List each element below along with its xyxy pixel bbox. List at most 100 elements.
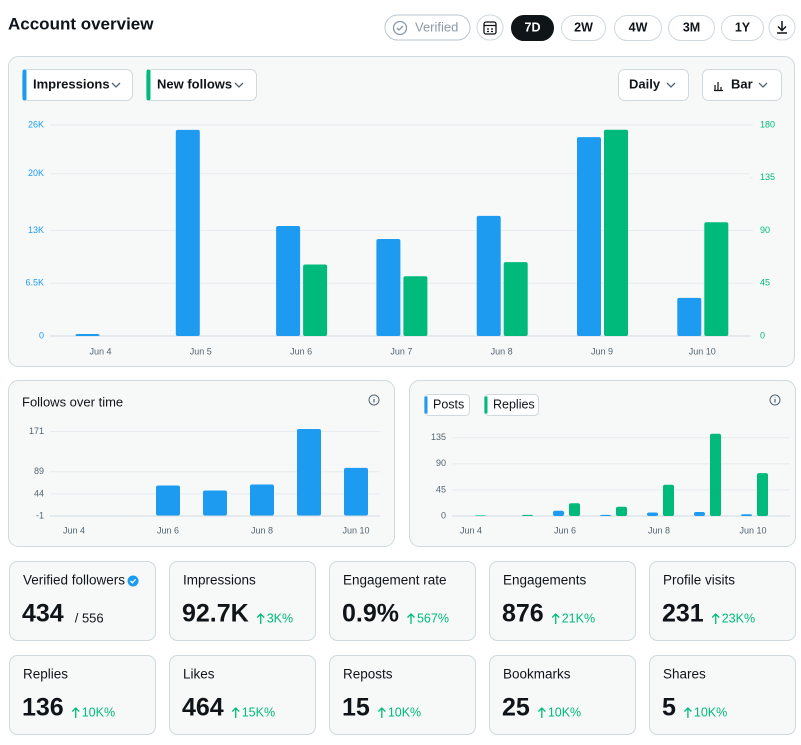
stat-value: 0.9% <box>342 600 399 628</box>
y2-tick-label: 45 <box>760 278 770 288</box>
bar <box>663 484 674 516</box>
stat-cards: Verified followers 434 / 556 Impressions 92.… <box>9 561 796 735</box>
x-tick-label: Jun 7 <box>390 346 412 356</box>
stat-value: 136 <box>22 694 64 722</box>
up-arrow <box>407 613 415 624</box>
bar <box>677 297 702 336</box>
bar <box>156 485 180 516</box>
up-arrow <box>71 707 80 718</box>
verified-icon <box>392 20 408 36</box>
stat-change: 567% <box>417 611 449 625</box>
chevron <box>234 82 244 88</box>
legend-label: Replies <box>493 397 535 411</box>
range-label: 3M <box>683 20 700 34</box>
bar <box>569 503 580 516</box>
stat-card <box>329 561 476 641</box>
stat-card <box>649 655 796 735</box>
x-tick-label: Jun 10 <box>739 525 766 535</box>
info-icon[interactable] <box>769 394 781 406</box>
stat-change: 23K% <box>722 611 755 625</box>
up-arrow <box>256 613 265 624</box>
verified-check <box>130 578 137 584</box>
panel-title: Follows over time <box>22 394 123 409</box>
stat-card <box>9 655 156 735</box>
calendar-detail <box>484 24 496 33</box>
x-tick-label: Jun 8 <box>648 525 670 535</box>
calendar-icon <box>483 21 497 35</box>
y2-tick-label: 90 <box>760 225 770 235</box>
stat-card <box>329 655 476 735</box>
bar <box>616 506 627 516</box>
bar <box>75 333 100 336</box>
stat-total: / 556 <box>75 610 104 625</box>
stat-change: 15K% <box>242 705 275 719</box>
bar <box>276 226 301 336</box>
stat-card <box>9 561 156 641</box>
stat-label: Reposts <box>343 667 393 682</box>
stat-card <box>169 561 316 641</box>
up-arrow <box>711 613 720 624</box>
bar <box>647 512 658 516</box>
stat-change: 21K% <box>562 611 595 625</box>
y-tick-label: 135 <box>431 432 446 442</box>
x-tick-label: Jun 10 <box>342 525 369 535</box>
stat-change: 10K% <box>694 705 727 719</box>
bar <box>553 510 564 516</box>
range-button[interactable] <box>721 15 764 41</box>
info-icon[interactable] <box>368 394 380 406</box>
stat-card <box>169 655 316 735</box>
metric-label: Impressions <box>33 76 110 91</box>
stat-label: Shares <box>663 667 706 682</box>
chevron <box>111 82 121 88</box>
bar <box>757 473 768 516</box>
verified-button[interactable] <box>384 14 471 41</box>
bar <box>741 514 752 516</box>
range-button[interactable] <box>561 15 606 41</box>
verified-label: Verified <box>415 19 458 34</box>
stat-label: Profile visits <box>663 573 735 588</box>
range-button[interactable] <box>668 15 715 41</box>
x-tick-label: Jun 6 <box>554 525 576 535</box>
range-button[interactable] <box>614 15 662 41</box>
y-tick-label: 0 <box>441 510 446 520</box>
stat-value: 92.7K <box>182 600 249 628</box>
y-tick-label: -1 <box>36 510 44 520</box>
y2-tick-label: 135 <box>760 172 775 182</box>
x-tick-label: Jun 6 <box>290 346 312 356</box>
x-tick-label: Jun 9 <box>591 346 613 356</box>
stat-change: 10K% <box>548 705 581 719</box>
bar <box>710 433 721 516</box>
interval-dropdown[interactable] <box>618 69 689 101</box>
stat-change: 10K% <box>388 705 421 719</box>
stat-card <box>489 655 636 735</box>
stat-value: 464 <box>182 694 224 722</box>
stat-card <box>649 561 796 641</box>
stat-value: 5 <box>662 694 676 722</box>
x-tick-label: Jun 6 <box>157 525 179 535</box>
stat-label: Impressions <box>183 573 256 588</box>
verified-check <box>396 25 404 31</box>
x-tick-label: Jun 8 <box>491 346 513 356</box>
interval-label: Daily <box>629 76 661 91</box>
x-tick-label: Jun 5 <box>190 346 212 356</box>
range-label: 4W <box>629 20 648 34</box>
bar-icon <box>714 82 723 92</box>
view-dropdown[interactable] <box>702 69 782 101</box>
stat-change: 10K% <box>82 705 115 719</box>
range-button[interactable] <box>511 15 554 41</box>
x-tick-label: Jun 4 <box>63 525 85 535</box>
metric-color <box>146 69 151 101</box>
chevron <box>666 82 676 88</box>
y-tick-label: 20K <box>28 168 44 178</box>
up-arrow <box>377 707 386 718</box>
bar <box>577 137 601 336</box>
stat-label: Engagement rate <box>343 573 447 588</box>
calendar-button[interactable] <box>476 14 504 41</box>
stat-value: 15 <box>342 694 370 722</box>
y-tick-label: 171 <box>29 426 44 436</box>
chevron <box>758 82 768 88</box>
legend-color <box>424 396 428 414</box>
x-tick-label: Jun 8 <box>251 525 273 535</box>
